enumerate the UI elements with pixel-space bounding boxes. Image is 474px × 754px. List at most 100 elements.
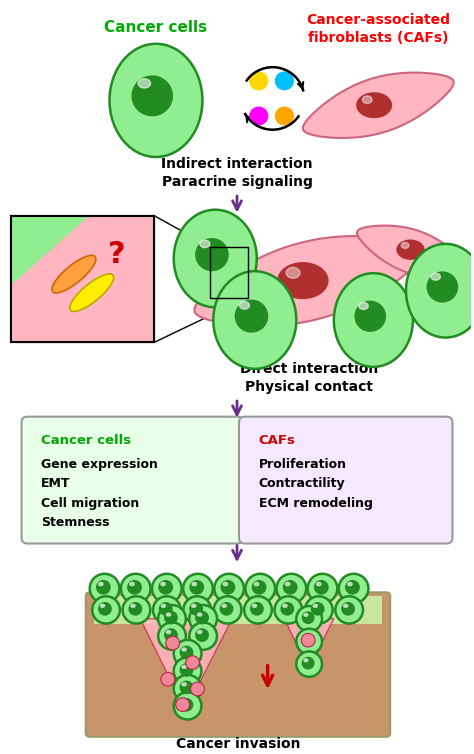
Ellipse shape — [276, 574, 306, 603]
Ellipse shape — [195, 628, 209, 642]
Bar — [11, 216, 154, 342]
Ellipse shape — [359, 302, 368, 309]
Ellipse shape — [239, 302, 249, 309]
Ellipse shape — [396, 240, 425, 260]
Ellipse shape — [189, 602, 203, 616]
Circle shape — [191, 682, 204, 696]
Ellipse shape — [123, 596, 150, 624]
Text: Cancer invasion: Cancer invasion — [176, 737, 300, 751]
Ellipse shape — [183, 596, 211, 624]
Text: EMT: EMT — [41, 477, 71, 490]
Polygon shape — [357, 225, 469, 277]
Circle shape — [275, 107, 293, 125]
Ellipse shape — [92, 596, 120, 624]
Ellipse shape — [214, 574, 244, 603]
Text: Cell migration: Cell migration — [41, 497, 139, 510]
Ellipse shape — [339, 574, 368, 603]
Ellipse shape — [280, 602, 294, 616]
Polygon shape — [70, 274, 114, 311]
Ellipse shape — [296, 606, 322, 631]
Ellipse shape — [301, 611, 315, 624]
Ellipse shape — [355, 301, 386, 332]
Ellipse shape — [195, 238, 229, 271]
Text: Cancer-associated
fibroblasts (CAFs): Cancer-associated fibroblasts (CAFs) — [306, 13, 450, 45]
Ellipse shape — [345, 580, 360, 595]
Ellipse shape — [334, 273, 413, 367]
Ellipse shape — [305, 596, 333, 624]
Ellipse shape — [335, 596, 363, 624]
Ellipse shape — [109, 44, 202, 157]
Ellipse shape — [198, 613, 202, 616]
Circle shape — [250, 72, 268, 90]
Ellipse shape — [235, 299, 268, 333]
Text: Cancer cells: Cancer cells — [104, 20, 208, 35]
Ellipse shape — [304, 614, 308, 616]
Polygon shape — [140, 619, 232, 710]
Ellipse shape — [191, 604, 196, 608]
Ellipse shape — [131, 75, 173, 116]
Polygon shape — [194, 236, 424, 326]
Ellipse shape — [180, 681, 193, 694]
Text: Indirect interaction
Paracrine signaling: Indirect interaction Paracrine signaling — [161, 157, 313, 189]
Ellipse shape — [301, 634, 315, 647]
Circle shape — [166, 636, 180, 650]
Ellipse shape — [158, 605, 186, 633]
Ellipse shape — [182, 648, 186, 651]
Ellipse shape — [166, 613, 171, 616]
Ellipse shape — [158, 623, 186, 650]
Ellipse shape — [96, 580, 111, 595]
Ellipse shape — [296, 629, 322, 654]
Ellipse shape — [121, 574, 151, 603]
Ellipse shape — [164, 611, 178, 624]
Ellipse shape — [190, 580, 204, 595]
Ellipse shape — [174, 657, 201, 685]
Circle shape — [161, 673, 175, 686]
Ellipse shape — [283, 580, 298, 595]
Ellipse shape — [164, 628, 178, 642]
Circle shape — [186, 656, 200, 670]
Ellipse shape — [174, 675, 201, 702]
Ellipse shape — [158, 580, 173, 595]
Ellipse shape — [254, 582, 259, 586]
Ellipse shape — [274, 596, 302, 624]
Ellipse shape — [406, 244, 474, 338]
Ellipse shape — [348, 582, 352, 586]
Text: Direct interaction
Physical contact: Direct interaction Physical contact — [240, 362, 378, 394]
Ellipse shape — [314, 580, 328, 595]
Ellipse shape — [246, 574, 275, 603]
Ellipse shape — [180, 645, 193, 659]
Ellipse shape — [195, 611, 209, 624]
Polygon shape — [303, 72, 454, 138]
Text: Contractility: Contractility — [259, 477, 346, 490]
Ellipse shape — [183, 574, 213, 603]
Ellipse shape — [341, 602, 355, 616]
Ellipse shape — [214, 596, 241, 624]
Ellipse shape — [100, 604, 105, 608]
Ellipse shape — [180, 663, 193, 677]
Ellipse shape — [174, 692, 201, 719]
Ellipse shape — [128, 602, 142, 616]
Ellipse shape — [130, 582, 134, 586]
Ellipse shape — [344, 604, 348, 608]
Ellipse shape — [192, 582, 197, 586]
FancyBboxPatch shape — [21, 417, 243, 544]
Ellipse shape — [431, 273, 440, 280]
Ellipse shape — [356, 92, 392, 118]
Ellipse shape — [285, 582, 290, 586]
Ellipse shape — [161, 604, 165, 608]
FancyBboxPatch shape — [86, 593, 390, 737]
Bar — [11, 216, 154, 342]
Text: Proliferation: Proliferation — [259, 458, 347, 470]
Ellipse shape — [304, 659, 308, 662]
Ellipse shape — [401, 242, 409, 248]
Ellipse shape — [223, 582, 228, 586]
Ellipse shape — [180, 698, 193, 712]
Ellipse shape — [301, 657, 315, 670]
FancyBboxPatch shape — [239, 417, 453, 544]
Polygon shape — [284, 619, 334, 669]
Ellipse shape — [189, 623, 217, 650]
Text: ECM remodeling: ECM remodeling — [259, 497, 373, 510]
Ellipse shape — [213, 271, 296, 369]
Ellipse shape — [182, 700, 186, 703]
Ellipse shape — [252, 580, 266, 595]
